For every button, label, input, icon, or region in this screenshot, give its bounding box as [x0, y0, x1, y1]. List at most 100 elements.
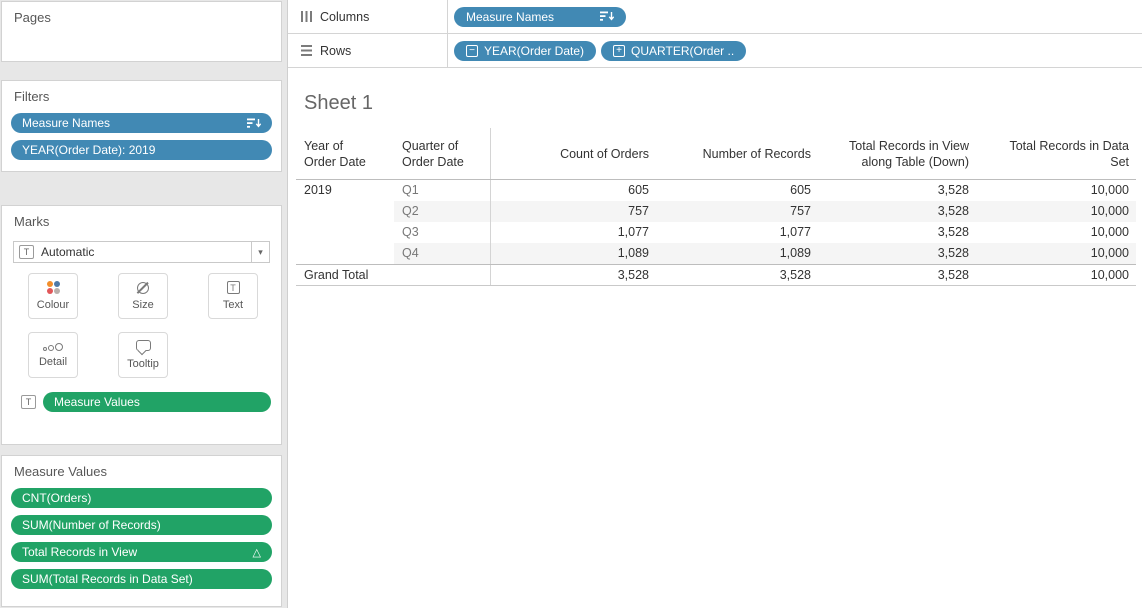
mv-pill-sum-number-of-records[interactable]: SUM(Number of Records) — [11, 515, 272, 535]
sort-descending-icon[interactable] — [247, 118, 261, 129]
quarter-header-cell[interactable]: Q1 — [394, 180, 491, 201]
grand-total-cell[interactable]: 3,528 — [617, 268, 649, 282]
detail-button-label: Detail — [38, 356, 68, 368]
year-header-cell[interactable] — [296, 243, 394, 264]
value-cell[interactable]: 605 — [628, 183, 649, 197]
quarter-header-cell[interactable]: Q2 — [394, 201, 491, 222]
rows-pill-quarter-order-date[interactable]: + QUARTER(Order .. — [601, 40, 747, 61]
mark-type-dropdown[interactable]: T Automatic ▾ — [13, 241, 270, 263]
filter-pill-label: Measure Names — [22, 116, 111, 130]
pages-card: Pages — [1, 1, 282, 62]
collapse-icon[interactable]: − — [466, 44, 478, 57]
grand-total-cell[interactable]: 3,528 — [937, 268, 969, 282]
marks-title: Marks — [14, 214, 50, 229]
value-cell[interactable]: 1,089 — [491, 243, 656, 264]
value-cell[interactable]: 1,077 — [617, 225, 649, 239]
measure-values-pill-label: Measure Values — [54, 395, 140, 409]
size-button[interactable]: Size — [118, 273, 168, 319]
dropdown-caret-icon[interactable]: ▾ — [251, 242, 269, 262]
table-row: Q2 757 757 3,528 10,000 — [296, 201, 1136, 222]
column-header-number-of-records[interactable]: Number of Records — [702, 146, 811, 161]
value-cell[interactable]: 3,528 — [937, 225, 969, 239]
filter-pill-label: YEAR(Order Date): 2019 — [22, 143, 156, 157]
column-header-year[interactable]: Year of Order Date — [304, 138, 366, 169]
colour-button[interactable]: Colour — [28, 273, 78, 319]
year-header-cell[interactable] — [296, 201, 394, 222]
rows-shelf-body[interactable]: − YEAR(Order Date) + QUARTER(Order .. — [448, 34, 1142, 67]
value-cell[interactable]: 10,000 — [1090, 183, 1129, 197]
expand-icon[interactable]: + — [613, 44, 626, 57]
marks-button-grid: Colour Size T Text Detail Tooltip — [28, 273, 259, 378]
grand-total-cell[interactable]: 3,528 — [779, 268, 811, 282]
filter-pill-year-order-date[interactable]: YEAR(Order Date): 2019 — [11, 140, 272, 160]
filters-title: Filters — [14, 89, 50, 104]
colour-button-label: Colour — [36, 299, 70, 311]
columns-shelf: Columns Measure Names — [288, 0, 1142, 34]
filters-card: Filters Measure Names YEAR(Order Date): … — [1, 80, 282, 172]
grand-total-cell[interactable]: 10,000 — [1090, 268, 1129, 282]
delta-table-calc-icon: △ — [252, 546, 261, 559]
detail-button[interactable]: Detail — [28, 332, 78, 378]
column-header-total-records-in-data-set[interactable]: Total Records in Data Set — [1009, 138, 1129, 169]
marks-encoding-row: T Measure Values — [16, 392, 281, 412]
left-sidebar: Pages Filters Measure Names YEAR(Order D… — [0, 0, 285, 608]
sheet-canvas: Sheet 1 Year of Order Date Quarter of Or… — [288, 68, 1142, 608]
tooltip-icon — [135, 340, 151, 351]
mv-pill-cnt-orders[interactable]: CNT(Orders) — [11, 488, 272, 508]
text-icon: T — [226, 281, 240, 294]
rows-shelf-label: Rows — [288, 34, 448, 67]
value-cell[interactable]: 757 — [491, 201, 656, 222]
value-cell[interactable]: 1,077 — [779, 225, 811, 239]
rows-pill-year-order-date[interactable]: − YEAR(Order Date) — [454, 40, 597, 61]
year-header-cell[interactable]: 2019 — [304, 183, 332, 197]
grand-total-label[interactable]: Grand Total — [296, 265, 491, 285]
text-mark-icon[interactable]: T — [21, 395, 36, 409]
colour-icon — [46, 281, 60, 294]
value-cell[interactable]: 3,528 — [937, 183, 969, 197]
filter-pill-measure-names[interactable]: Measure Names — [11, 113, 272, 133]
rows-pill-label: QUARTER(Order .. — [631, 43, 735, 58]
text-button[interactable]: T Text — [208, 273, 258, 319]
table-header-row: Year of Order Date Quarter of Order Date… — [296, 128, 1136, 180]
rows-shelf-text: Rows — [320, 43, 352, 58]
columns-pill-label: Measure Names — [466, 9, 555, 24]
tooltip-button[interactable]: Tooltip — [118, 332, 168, 378]
value-cell[interactable]: 10,000 — [976, 201, 1136, 222]
columns-shelf-text: Columns — [320, 9, 370, 24]
sheet-title[interactable]: Sheet 1 — [304, 92, 373, 114]
measure-values-pill-stack: CNT(Orders) SUM(Number of Records) Total… — [2, 479, 281, 589]
rows-shelf: Rows − YEAR(Order Date) + QUARTER(Order … — [288, 34, 1142, 68]
worksheet-region: Columns Measure Names Rows − YEAR(Order … — [287, 0, 1142, 608]
columns-pill-measure-names[interactable]: Measure Names — [454, 6, 626, 27]
column-header-total-records-in-view[interactable]: Total Records in View along Table (Down) — [849, 138, 969, 169]
column-header-quarter[interactable]: Quarter of Order Date — [394, 128, 491, 179]
mv-pill-label: Total Records in View — [22, 545, 138, 559]
columns-shelf-icon — [301, 11, 312, 22]
size-button-label: Size — [132, 298, 154, 311]
year-header-cell[interactable] — [296, 222, 394, 243]
value-cell[interactable]: 3,528 — [818, 201, 976, 222]
value-cell[interactable]: 3,528 — [818, 243, 976, 264]
table-row: Q3 1,077 1,077 3,528 10,000 — [296, 222, 1136, 243]
table-row: 2019 Q1 605 605 3,528 10,000 — [296, 180, 1136, 201]
mark-type-label: Automatic — [41, 245, 95, 259]
sort-descending-icon[interactable] — [600, 11, 614, 22]
value-cell[interactable]: 1,089 — [656, 243, 818, 264]
rows-pill-label: YEAR(Order Date) — [484, 43, 585, 58]
value-cell[interactable]: 10,000 — [1090, 225, 1129, 239]
rows-shelf-icon — [301, 45, 312, 56]
measure-values-title: Measure Values — [14, 464, 107, 479]
mv-pill-total-records-in-view[interactable]: Total Records in View △ — [11, 542, 272, 562]
quarter-header-cell[interactable]: Q4 — [394, 243, 491, 264]
value-cell[interactable]: 605 — [790, 183, 811, 197]
value-cell[interactable]: 10,000 — [976, 243, 1136, 264]
measure-values-card: Measure Values CNT(Orders) SUM(Number of… — [1, 455, 282, 607]
mv-pill-sum-total-records-in-data-set[interactable]: SUM(Total Records in Data Set) — [11, 569, 272, 589]
marks-card: Marks T Automatic ▾ Colour Size T Text D… — [1, 205, 282, 445]
measure-values-pill[interactable]: Measure Values — [43, 392, 271, 412]
columns-shelf-body[interactable]: Measure Names — [448, 0, 1142, 33]
value-cell[interactable]: 757 — [656, 201, 818, 222]
column-header-count-of-orders[interactable]: Count of Orders — [560, 146, 649, 161]
quarter-header-cell[interactable]: Q3 — [394, 222, 491, 243]
mv-pill-label: SUM(Number of Records) — [22, 518, 161, 532]
